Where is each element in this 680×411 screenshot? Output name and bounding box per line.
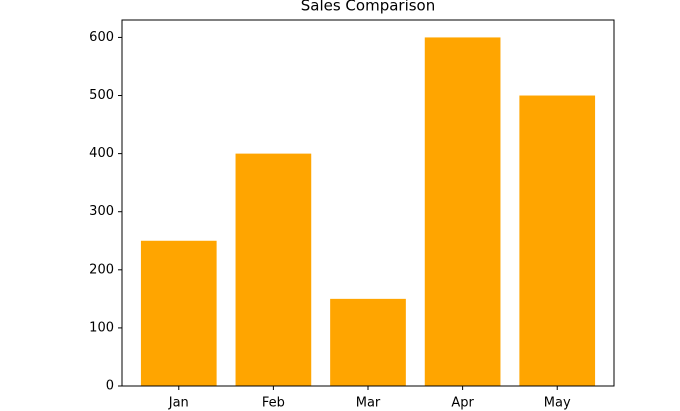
bar: [330, 298, 406, 386]
x-tick-label: Apr: [451, 396, 474, 411]
x-tick-label: Jan: [168, 396, 189, 411]
y-tick-label: 600: [89, 30, 114, 45]
y-tick-label: 500: [89, 88, 114, 103]
x-tick-label: Feb: [262, 396, 285, 411]
chart-title: Sales Comparison: [301, 0, 436, 15]
bar: [140, 240, 217, 386]
y-tick-label: 400: [89, 146, 114, 161]
bar: [235, 153, 312, 386]
x-tick-label: Mar: [356, 396, 381, 411]
bar: [424, 37, 501, 387]
y-tick-label: 200: [89, 262, 114, 277]
y-tick-label: 300: [89, 204, 114, 219]
y-tick-label: 100: [89, 320, 114, 335]
x-tick-label: May: [544, 396, 571, 411]
y-tick-label: 0: [106, 379, 114, 394]
plot-frame: [121, 19, 615, 387]
bar: [519, 95, 596, 387]
